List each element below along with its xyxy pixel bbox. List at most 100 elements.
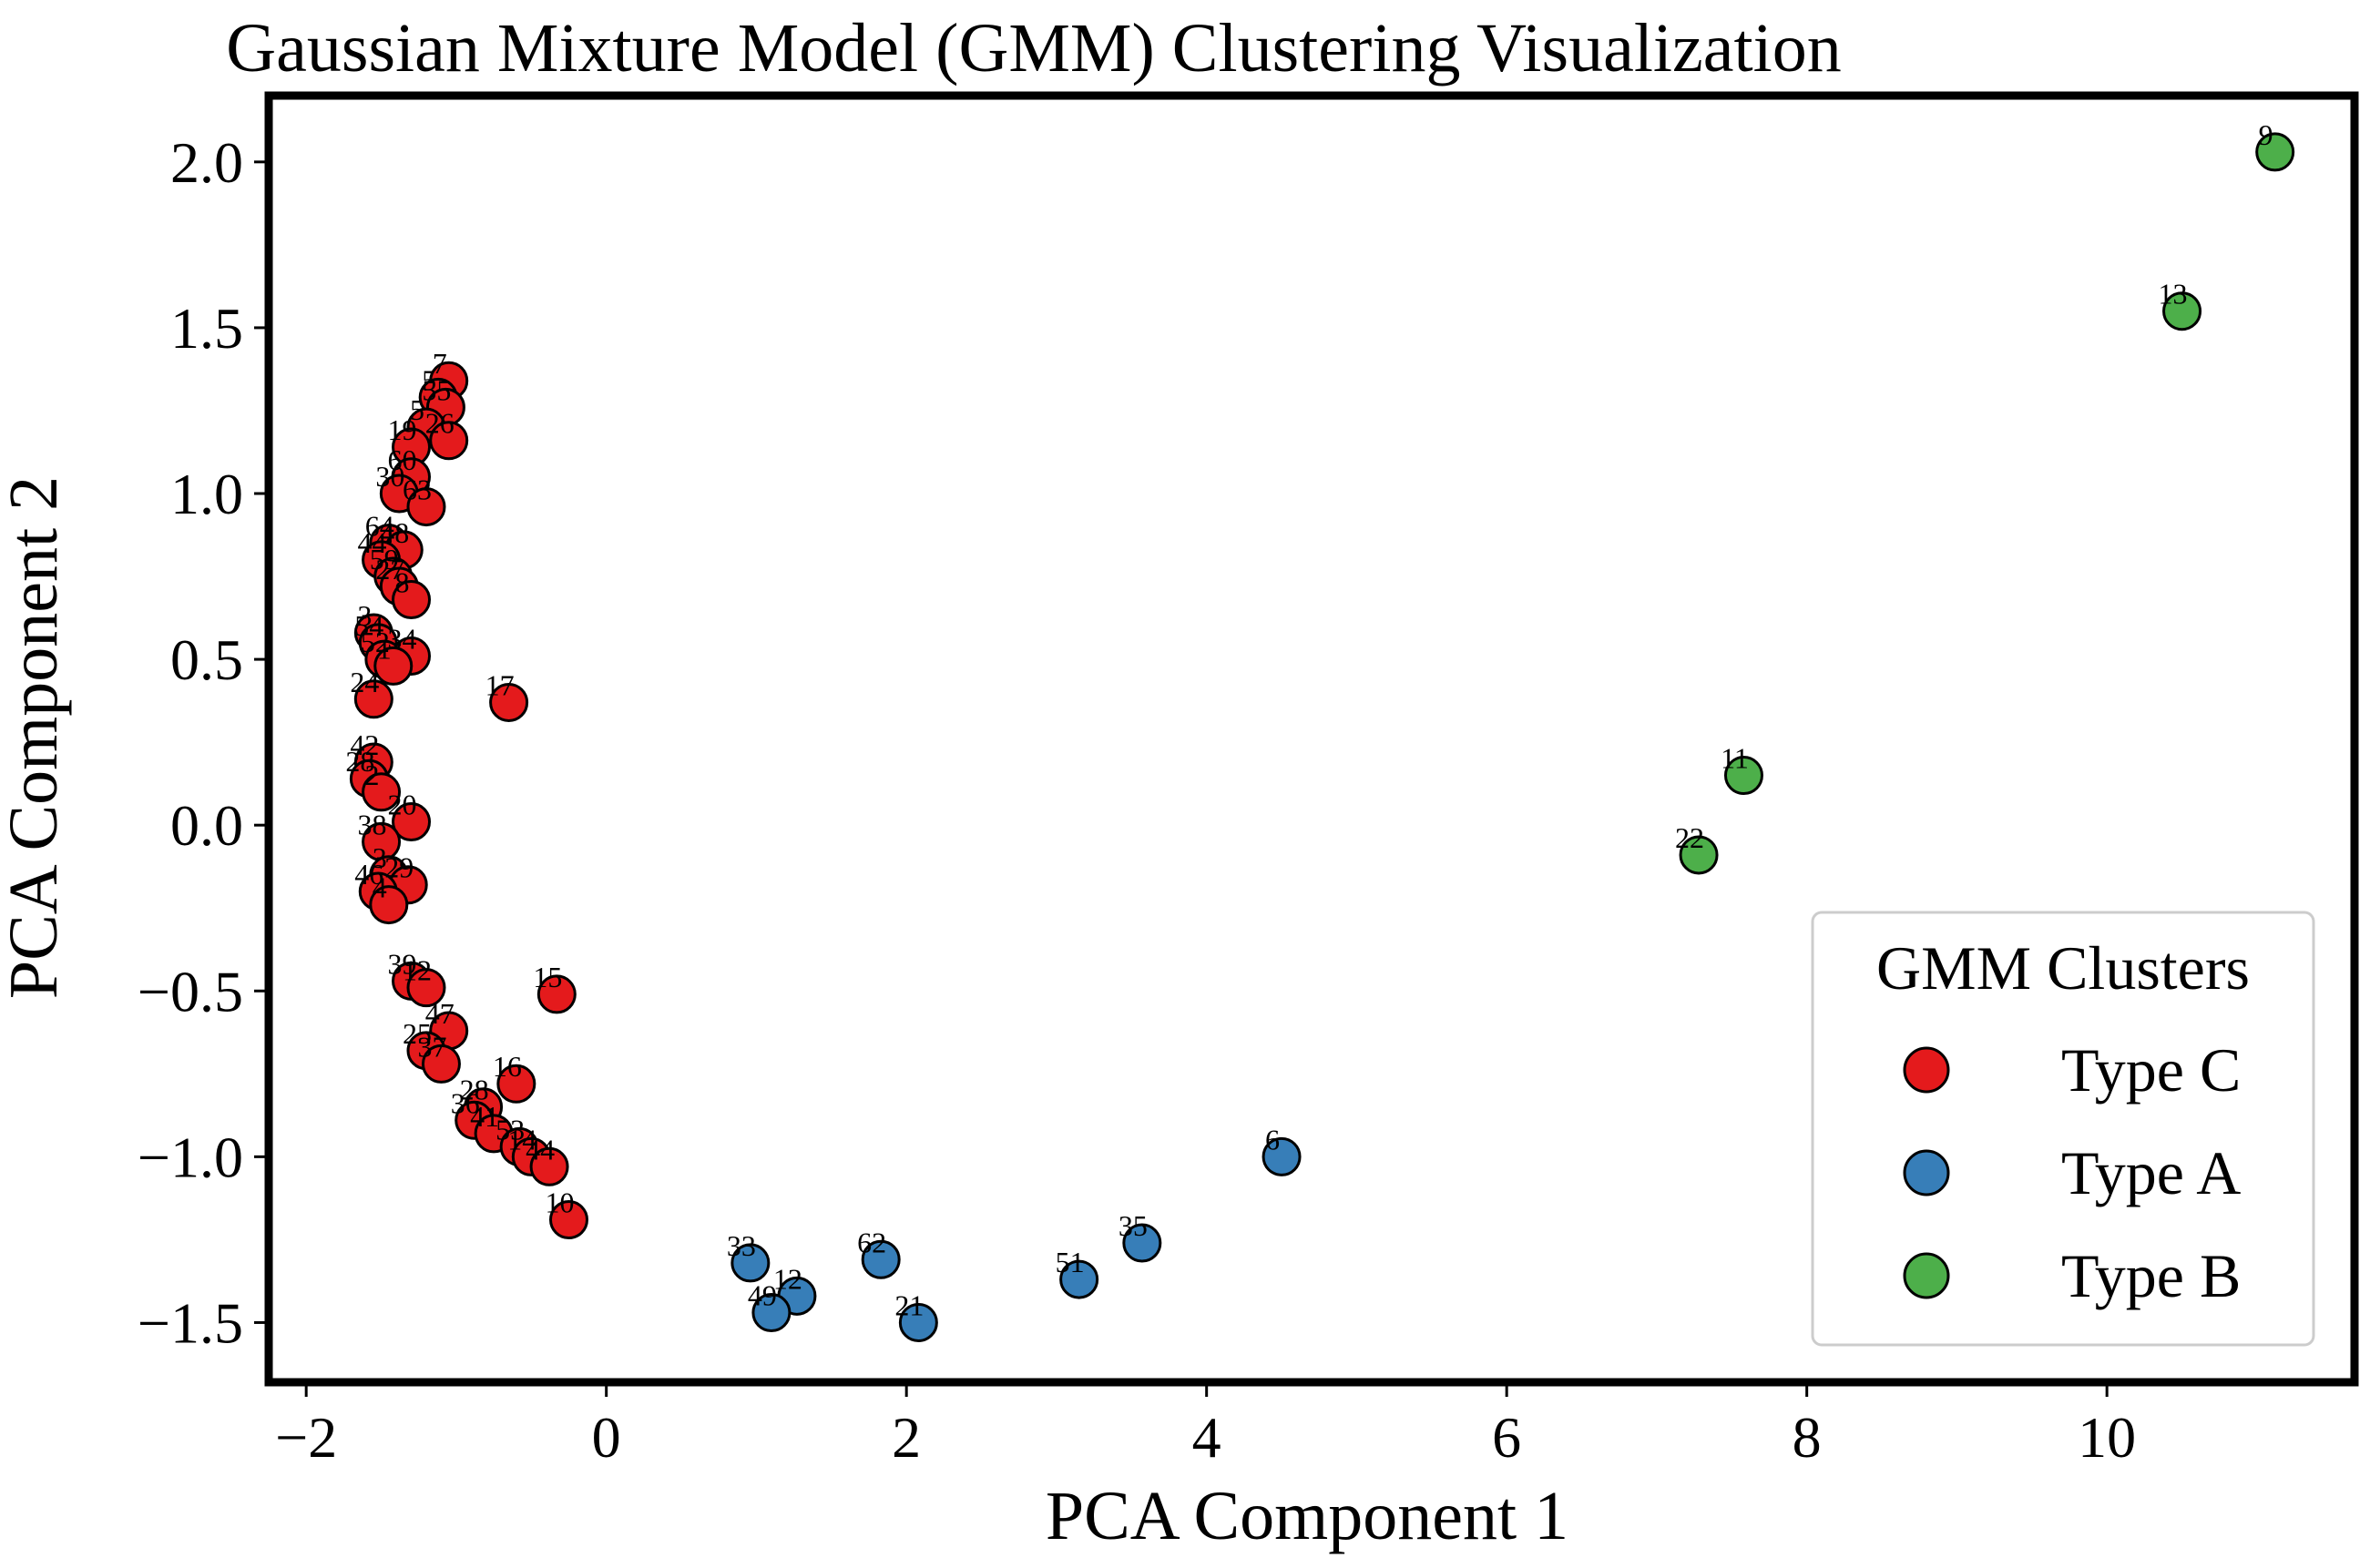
point-label: 55 bbox=[422, 373, 451, 406]
data-point bbox=[392, 580, 432, 620]
point-label: 64 bbox=[365, 510, 394, 543]
point-label: 9 bbox=[2259, 118, 2273, 151]
point-label: 12 bbox=[403, 954, 432, 987]
y-tick-label: −1.0 bbox=[138, 1125, 243, 1189]
point-label: 27 bbox=[375, 553, 404, 585]
point-label: 33 bbox=[727, 1229, 756, 1262]
data-point bbox=[362, 772, 402, 812]
x-tick-label: 0 bbox=[592, 1405, 621, 1470]
x-tick-label: 4 bbox=[1192, 1405, 1221, 1470]
y-tick-label: 0.0 bbox=[170, 793, 243, 858]
point-label: 38 bbox=[358, 808, 387, 840]
data-point bbox=[1059, 1259, 1099, 1299]
point-label: 5 bbox=[422, 363, 436, 396]
point-label: 1 bbox=[377, 632, 392, 665]
point-label: 30 bbox=[375, 460, 404, 493]
point-label: 22 bbox=[1675, 821, 1704, 854]
point-label: 28 bbox=[345, 745, 374, 778]
y-axis-label: PCA Component 2 bbox=[0, 476, 72, 999]
chart-title: Gaussian Mixture Model (GMM) Clustering … bbox=[226, 10, 1842, 87]
point-label: 26 bbox=[425, 407, 455, 440]
legend-marker bbox=[1903, 1149, 1950, 1196]
point-label: 54 bbox=[354, 609, 383, 642]
x-tick-label: −2 bbox=[275, 1405, 337, 1470]
point-label: 34 bbox=[388, 622, 417, 655]
y-tick-label: 0.5 bbox=[170, 627, 243, 692]
data-point bbox=[421, 1044, 461, 1084]
legend-marker bbox=[1903, 1252, 1950, 1299]
point-label: 39 bbox=[388, 947, 417, 980]
plot-frame bbox=[264, 91, 2359, 1387]
x-tick-label: 2 bbox=[892, 1405, 921, 1470]
point-label: 7 bbox=[433, 347, 447, 380]
legend-entry-label: Type B bbox=[2061, 1241, 2241, 1310]
data-point bbox=[1262, 1136, 1302, 1176]
y-tick-label: 2.0 bbox=[170, 130, 243, 195]
point-label: 15 bbox=[533, 961, 562, 993]
point-label: 25 bbox=[403, 1017, 432, 1050]
point-label: 3 bbox=[373, 841, 387, 874]
point-label: 35 bbox=[1119, 1209, 1148, 1242]
y-tick-label: 1.5 bbox=[170, 296, 243, 361]
data-point bbox=[529, 1146, 569, 1186]
data-point bbox=[392, 802, 432, 842]
legend: GMM Clusters Type C Type A Type B bbox=[1811, 911, 2315, 1347]
data-point bbox=[2162, 291, 2202, 331]
x-tick-label: 6 bbox=[1492, 1405, 1521, 1470]
point-label: 44 bbox=[526, 1133, 555, 1166]
x-tick-label: 10 bbox=[2078, 1405, 2136, 1470]
data-point bbox=[861, 1239, 901, 1279]
point-label: 59 bbox=[370, 543, 399, 575]
legend-entry-label: Type C bbox=[2061, 1035, 2241, 1105]
data-point bbox=[751, 1293, 792, 1333]
point-label: 20 bbox=[388, 789, 417, 821]
point-label: 5 bbox=[410, 393, 424, 426]
data-point bbox=[1723, 756, 1763, 796]
point-label: 11 bbox=[1721, 742, 1749, 775]
point-label: 12 bbox=[773, 1262, 802, 1295]
legend-entry-label: Type A bbox=[2061, 1138, 2241, 1207]
point-label: 17 bbox=[485, 668, 515, 701]
point-label: 49 bbox=[748, 1279, 777, 1312]
point-label: 24 bbox=[350, 666, 379, 698]
y-tick-label: −0.5 bbox=[138, 959, 243, 1023]
point-label: 13 bbox=[2159, 278, 2188, 311]
data-point bbox=[548, 1200, 588, 1240]
x-tick-label: 8 bbox=[1793, 1405, 1822, 1470]
point-label: 4 bbox=[373, 871, 387, 904]
point-label: 28 bbox=[460, 1074, 489, 1106]
point-label: 53 bbox=[495, 1113, 525, 1145]
point-label: 48 bbox=[380, 516, 409, 549]
data-point bbox=[898, 1302, 938, 1342]
data-point bbox=[536, 974, 577, 1014]
point-label: 41 bbox=[470, 1100, 499, 1133]
data-point bbox=[2255, 132, 2295, 172]
data-point bbox=[489, 682, 529, 722]
point-label: 8 bbox=[395, 566, 410, 599]
data-point bbox=[406, 487, 446, 527]
point-label: 44 bbox=[358, 526, 387, 559]
legend-title: GMM Clusters bbox=[1876, 933, 2250, 1003]
point-label: 42 bbox=[350, 728, 379, 761]
legend-marker bbox=[1903, 1046, 1950, 1094]
point-label: 6 bbox=[1265, 1123, 1280, 1156]
point-label: 3 bbox=[357, 599, 372, 632]
point-label: 36 bbox=[451, 1086, 480, 1119]
point-label: 37 bbox=[417, 1030, 446, 1063]
data-points bbox=[349, 132, 2295, 1342]
point-label: 63 bbox=[403, 473, 432, 506]
legend-box bbox=[1811, 911, 2315, 1347]
point-label: 60 bbox=[388, 443, 417, 476]
point-label: 19 bbox=[388, 413, 417, 446]
point-label: 16 bbox=[493, 1050, 522, 1083]
point-label: 46 bbox=[354, 858, 383, 891]
y-tick-label: 1.0 bbox=[170, 462, 243, 526]
point-label: 51 bbox=[1056, 1246, 1085, 1278]
point-label: 62 bbox=[857, 1226, 886, 1258]
data-point bbox=[429, 421, 469, 461]
data-point bbox=[373, 646, 414, 686]
point-label: 2 bbox=[365, 759, 380, 791]
point-label: 14 bbox=[507, 1123, 536, 1156]
